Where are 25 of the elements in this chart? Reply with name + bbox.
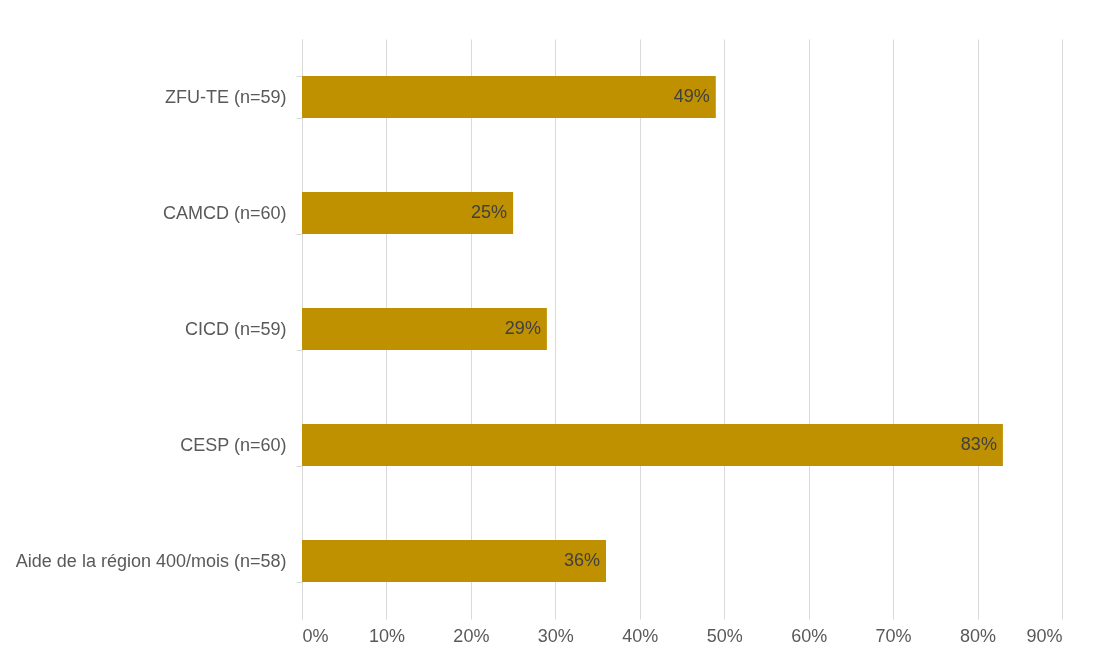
x-tick-label: 90% (1026, 625, 1063, 646)
bar (302, 192, 514, 234)
y-tick-label: CICD (n=59) (184, 318, 287, 339)
y-tick-label: Aide de la région 400/mois (n=58) (15, 550, 287, 571)
data-label: 36% (563, 550, 600, 570)
x-tick-label: 40% (622, 625, 659, 646)
x-tick-label: 10% (368, 625, 405, 646)
x-tick-label: 70% (875, 625, 912, 646)
x-tick-label: 80% (960, 625, 997, 646)
x-tick-label: 30% (537, 625, 574, 646)
y-tick-label: ZFU-TE (n=59) (164, 86, 287, 107)
x-tick-label: 50% (706, 625, 743, 646)
x-tick-label: 0% (302, 625, 329, 646)
bar (302, 308, 547, 350)
bar (302, 76, 716, 118)
x-tick-label: 60% (791, 625, 828, 646)
x-tick-label: 20% (453, 625, 490, 646)
bar (302, 424, 1003, 466)
data-label: 49% (673, 86, 710, 106)
data-label: 29% (504, 318, 541, 338)
data-label: 83% (960, 434, 997, 454)
data-label: 25% (471, 202, 508, 222)
bar (302, 540, 606, 582)
y-tick-label: CAMCD (n=60) (162, 202, 287, 223)
y-tick-label: CESP (n=60) (180, 434, 287, 455)
